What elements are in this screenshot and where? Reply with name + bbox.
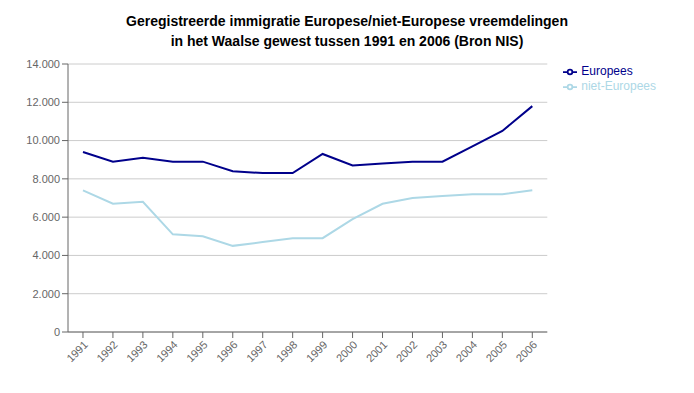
svg-text:1994: 1994 — [154, 338, 180, 364]
svg-text:1996: 1996 — [214, 338, 240, 364]
html-text:Europees: Europees — [581, 64, 633, 78]
svg-text:12.000: 12.000 — [26, 96, 60, 108]
svg-text:1993: 1993 — [124, 338, 150, 364]
svg-text:1997: 1997 — [244, 338, 270, 364]
svg-text:2.000: 2.000 — [32, 288, 60, 300]
svg-text:0: 0 — [54, 326, 60, 338]
svg-text:2005: 2005 — [483, 338, 509, 364]
svg-text:6.000: 6.000 — [32, 211, 60, 223]
svg-text:14.000: 14.000 — [26, 58, 60, 70]
svg-text:1992: 1992 — [94, 338, 120, 364]
svg-text:2004: 2004 — [454, 338, 480, 364]
html-text:Geregistreerde immigratie Euro: Geregistreerde immigratie Europese/niet-… — [126, 13, 568, 29]
svg-text:2006: 2006 — [513, 338, 539, 364]
svg-text:1991: 1991 — [64, 338, 90, 364]
html-text:in het Waalse gewest tussen 19: in het Waalse gewest tussen 1991 en 2006… — [170, 33, 524, 49]
svg-text:1998: 1998 — [274, 338, 300, 364]
svg-text:2002: 2002 — [394, 338, 420, 364]
svg-text:1995: 1995 — [184, 338, 210, 364]
html-text:niet-Europees: niet-Europees — [581, 78, 656, 93]
svg-text:2001: 2001 — [364, 338, 390, 364]
svg-text:8.000: 8.000 — [32, 173, 60, 185]
svg-text:2003: 2003 — [424, 338, 450, 364]
svg-text:4.000: 4.000 — [32, 249, 60, 261]
svg-text:1999: 1999 — [304, 338, 330, 364]
svg-text:2000: 2000 — [334, 338, 360, 364]
svg-text:10.000: 10.000 — [26, 134, 60, 146]
